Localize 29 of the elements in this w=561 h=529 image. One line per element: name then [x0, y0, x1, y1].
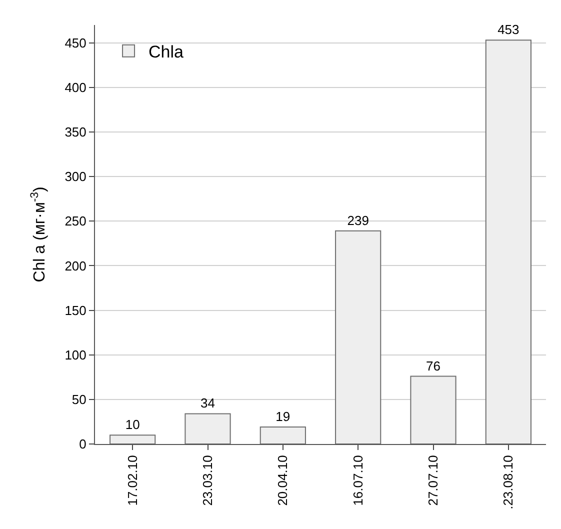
y-tick-label: 150: [64, 302, 86, 318]
data-label: 76: [426, 358, 440, 374]
y-tick-label: 200: [64, 258, 86, 274]
x-tick-label: 27.07.10: [425, 455, 440, 506]
y-tick-label: 450: [64, 35, 86, 50]
x-tick-label: 17.02.10: [124, 455, 140, 506]
data-label: 10: [125, 417, 140, 432]
y-tick-label: 350: [64, 124, 86, 140]
data-label: 239: [347, 212, 369, 228]
x-tick-label: 23.03.10: [200, 455, 215, 506]
y-tick-label: 300: [64, 169, 86, 184]
y-tick-label: 400: [64, 80, 86, 95]
data-label: 453: [498, 22, 520, 38]
y-tick-label: 0: [79, 436, 86, 452]
bar: [184, 413, 231, 444]
bar: [485, 40, 532, 444]
data-label: 19: [276, 409, 290, 424]
bar: [110, 434, 156, 444]
legend-label: Chla: [148, 42, 184, 62]
y-tick-label: 50: [72, 392, 86, 407]
y-tick-label: 100: [64, 347, 86, 362]
y-tick-label: 250: [64, 214, 86, 229]
data-label: 34: [200, 396, 215, 411]
bar: [410, 376, 456, 444]
bar: [335, 230, 382, 444]
x-tick-label: .23.08.10: [500, 455, 516, 510]
x-tick-label: 16.07.10: [350, 455, 366, 506]
bar: [260, 426, 306, 444]
x-tick-label: 20.04.10: [275, 455, 290, 506]
